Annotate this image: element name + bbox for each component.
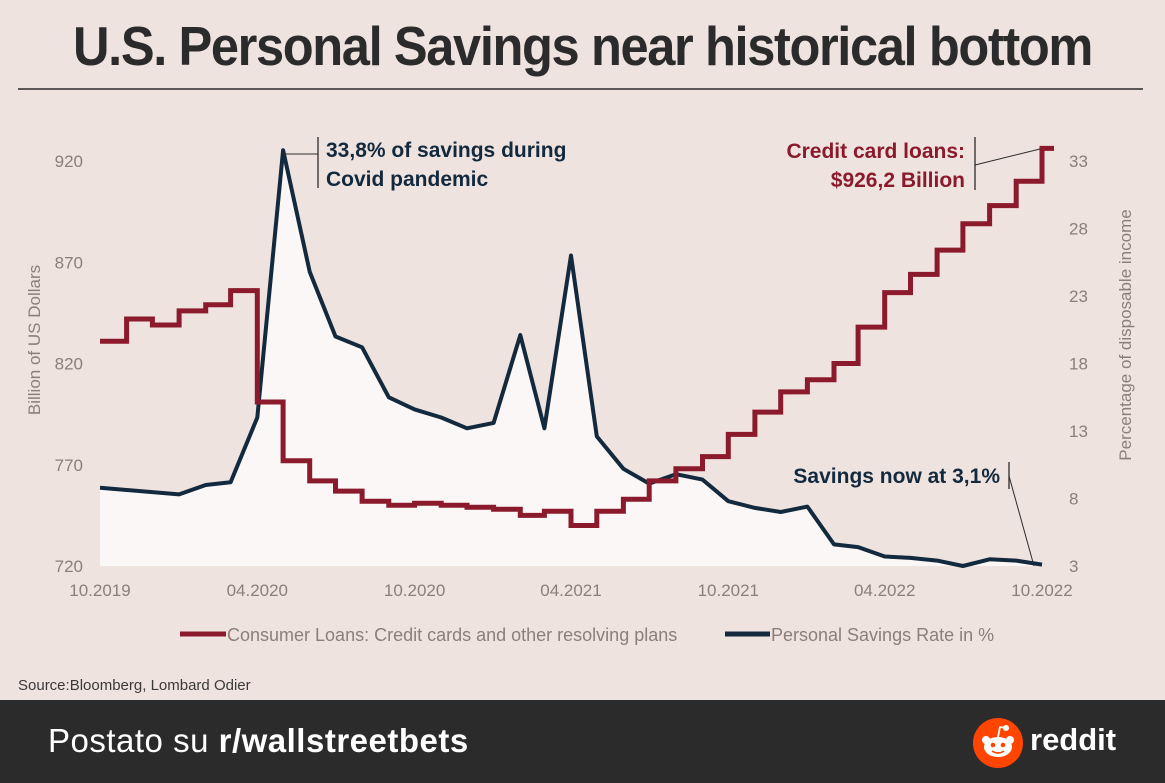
x-tick-label: 10.2020: [384, 581, 445, 600]
x-tick-label: 10.2022: [1011, 581, 1072, 600]
y-right-tick-label: 8: [1069, 490, 1078, 509]
annotation-savings-now-text: Savings now at 3,1%: [793, 465, 1000, 488]
savings-area: [100, 150, 1042, 566]
reddit-logo-icon: [973, 718, 1023, 768]
footer-prefix: Postato su: [48, 722, 219, 759]
y-left-ticks: 720 770 820 870 920: [55, 152, 83, 576]
legend-label-credit: Consumer Loans: Credit cards and other r…: [227, 625, 677, 645]
footer-subreddit-link[interactable]: r/wallstreetbets: [218, 722, 469, 759]
legend-item-credit: Consumer Loans: Credit cards and other r…: [180, 625, 677, 645]
legend: Consumer Loans: Credit cards and other r…: [180, 625, 994, 645]
x-tick-label: 10.2021: [698, 581, 759, 600]
y-right-tick-label: 3: [1069, 557, 1078, 576]
y-left-tick-label: 870: [55, 253, 83, 272]
annotation-covid-line2: Covid pandemic: [326, 168, 489, 191]
legend-item-savings: Personal Savings Rate in %: [725, 625, 994, 645]
y-left-tick-label: 720: [55, 557, 83, 576]
annotation-credit-loans: Credit card loans: $926,2 Billion: [786, 137, 1041, 192]
annotation-credit-line1: Credit card loans:: [786, 140, 965, 163]
y-left-label: Billion of US Dollars: [25, 265, 44, 415]
y-left-tick-label: 770: [55, 456, 83, 475]
x-axis-ticks: 10.2019 04.2020 10.2020 04.2021 10.2021 04.20…: [69, 581, 1072, 600]
savings-line: [99, 148, 1043, 568]
footer-bar: Postato su r/wallstreetbets reddit: [0, 700, 1165, 783]
annotation-covid-peak: 33,8% of savings during Covid pandemic: [283, 137, 566, 191]
y-right-tick-label: 23: [1069, 287, 1088, 306]
legend-label-savings: Personal Savings Rate in %: [771, 625, 994, 645]
source-note: Source:Bloomberg, Lombard Odier: [18, 677, 251, 694]
y-right-label: Percentage of disposable income: [1116, 209, 1135, 460]
chart-title: U.S. Personal Savings near historical bo…: [72, 15, 1093, 77]
annotation-covid-line1: 33,8% of savings during: [326, 139, 566, 162]
x-tick-label: 04.2020: [227, 581, 288, 600]
x-tick-label: 04.2021: [540, 581, 601, 600]
y-right-tick-label: 13: [1069, 422, 1088, 441]
footer-text: Postato su r/wallstreetbets: [48, 722, 469, 760]
reddit-wordmark: reddit: [1030, 722, 1117, 757]
y-left-tick-label: 920: [55, 152, 83, 171]
x-tick-label: 04.2022: [854, 581, 915, 600]
annotation-credit-line2: $926,2 Billion: [831, 169, 965, 192]
credit-line: [100, 145, 1054, 528]
y-right-tick-label: 18: [1069, 355, 1088, 374]
y-right-tick-label: 28: [1069, 220, 1088, 239]
y-right-ticks: 3 8 13 18 23 28 33: [1069, 152, 1088, 576]
chart-svg: 10.2019 04.2020 10.2020 04.2021 10.2021 04.20…: [18, 88, 1143, 694]
x-tick-label: 10.2019: [69, 581, 130, 600]
y-left-tick-label: 820: [55, 355, 83, 374]
annotation-savings-now: Savings now at 3,1%: [793, 462, 1035, 567]
y-right-tick-label: 33: [1069, 152, 1088, 171]
